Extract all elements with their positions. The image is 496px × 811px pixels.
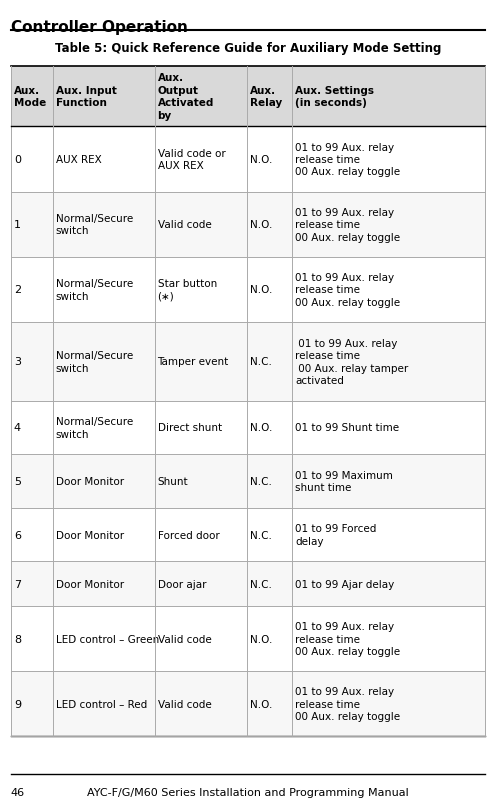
Text: 01 to 99 Aux. relay
release time
00 Aux. relay toggle: 01 to 99 Aux. relay release time 00 Aux.… — [295, 272, 400, 307]
Text: Aux. Input
Function: Aux. Input Function — [56, 86, 117, 108]
Text: N.C.: N.C. — [250, 476, 272, 487]
Text: N.O.: N.O. — [250, 285, 272, 295]
Text: 5: 5 — [14, 476, 21, 487]
Bar — [11, 192, 485, 258]
Text: 9: 9 — [14, 699, 21, 709]
Text: N.C.: N.C. — [250, 530, 272, 540]
Text: Tamper event: Tamper event — [158, 357, 229, 367]
Text: Door Monitor: Door Monitor — [56, 579, 124, 589]
Text: Normal/Secure
switch: Normal/Secure switch — [56, 214, 133, 236]
Text: N.C.: N.C. — [250, 579, 272, 589]
Text: 01 to 99 Maximum
shunt time: 01 to 99 Maximum shunt time — [295, 470, 393, 492]
Text: 2: 2 — [14, 285, 21, 295]
Bar — [11, 323, 485, 401]
Text: Aux.
Output
Activated
by: Aux. Output Activated by — [158, 73, 214, 121]
Text: Door Monitor: Door Monitor — [56, 476, 124, 487]
Text: Normal/Secure
switch: Normal/Secure switch — [56, 417, 133, 439]
Text: N.C.: N.C. — [250, 357, 272, 367]
Text: Direct shunt: Direct shunt — [158, 423, 222, 433]
Bar — [11, 508, 485, 561]
Bar — [11, 455, 485, 508]
Text: Valid code: Valid code — [158, 633, 211, 644]
Text: 01 to 99 Forced
delay: 01 to 99 Forced delay — [295, 524, 376, 546]
Text: Door ajar: Door ajar — [158, 579, 206, 589]
Text: 7: 7 — [14, 579, 21, 589]
Text: N.O.: N.O. — [250, 220, 272, 230]
Text: 01 to 99 Aux. relay
release time
00 Aux. relay toggle: 01 to 99 Aux. relay release time 00 Aux.… — [295, 621, 400, 656]
Bar — [11, 401, 485, 455]
Text: LED control – Red: LED control – Red — [56, 699, 147, 709]
Bar — [11, 672, 485, 736]
Text: Star button
(∗): Star button (∗) — [158, 279, 217, 301]
Text: 0: 0 — [14, 155, 21, 165]
Bar — [11, 127, 485, 192]
Text: Forced door: Forced door — [158, 530, 219, 540]
Text: Aux. Settings
(in seconds): Aux. Settings (in seconds) — [295, 86, 374, 108]
Text: 46: 46 — [11, 787, 25, 796]
Text: N.O.: N.O. — [250, 155, 272, 165]
Text: 3: 3 — [14, 357, 21, 367]
Bar — [11, 67, 485, 127]
Text: Aux.
Mode: Aux. Mode — [14, 86, 46, 108]
Text: Aux.
Relay: Aux. Relay — [250, 86, 282, 108]
Text: 4: 4 — [14, 423, 21, 433]
Text: AYC-F/G/M60 Series Installation and Programming Manual: AYC-F/G/M60 Series Installation and Prog… — [87, 787, 409, 796]
Text: N.O.: N.O. — [250, 633, 272, 644]
Text: Normal/Secure
switch: Normal/Secure switch — [56, 279, 133, 301]
Text: Controller Operation: Controller Operation — [11, 20, 188, 35]
Text: 01 to 99 Aux. relay
release time
 00 Aux. relay tamper
activated: 01 to 99 Aux. relay release time 00 Aux.… — [295, 338, 408, 385]
Text: 8: 8 — [14, 633, 21, 644]
Text: N.O.: N.O. — [250, 699, 272, 709]
Text: 01 to 99 Aux. relay
release time
00 Aux. relay toggle: 01 to 99 Aux. relay release time 00 Aux.… — [295, 143, 400, 178]
Text: Door Monitor: Door Monitor — [56, 530, 124, 540]
Text: Valid code or
AUX REX: Valid code or AUX REX — [158, 148, 225, 171]
Text: Valid code: Valid code — [158, 699, 211, 709]
Bar — [11, 561, 485, 606]
Bar — [11, 606, 485, 672]
Text: N.O.: N.O. — [250, 423, 272, 433]
Text: 01 to 99 Aux. relay
release time
00 Aux. relay toggle: 01 to 99 Aux. relay release time 00 Aux.… — [295, 208, 400, 242]
Text: 6: 6 — [14, 530, 21, 540]
Bar — [11, 258, 485, 323]
Text: Normal/Secure
switch: Normal/Secure switch — [56, 350, 133, 373]
Text: AUX REX: AUX REX — [56, 155, 101, 165]
Text: LED control – Green: LED control – Green — [56, 633, 159, 644]
Text: 01 to 99 Aux. relay
release time
00 Aux. relay toggle: 01 to 99 Aux. relay release time 00 Aux.… — [295, 686, 400, 721]
Text: 01 to 99 Ajar delay: 01 to 99 Ajar delay — [295, 579, 394, 589]
Text: 01 to 99 Shunt time: 01 to 99 Shunt time — [295, 423, 399, 433]
Text: Valid code: Valid code — [158, 220, 211, 230]
Text: 1: 1 — [14, 220, 21, 230]
Text: Shunt: Shunt — [158, 476, 188, 487]
Text: Table 5: Quick Reference Guide for Auxiliary Mode Setting: Table 5: Quick Reference Guide for Auxil… — [55, 42, 441, 55]
